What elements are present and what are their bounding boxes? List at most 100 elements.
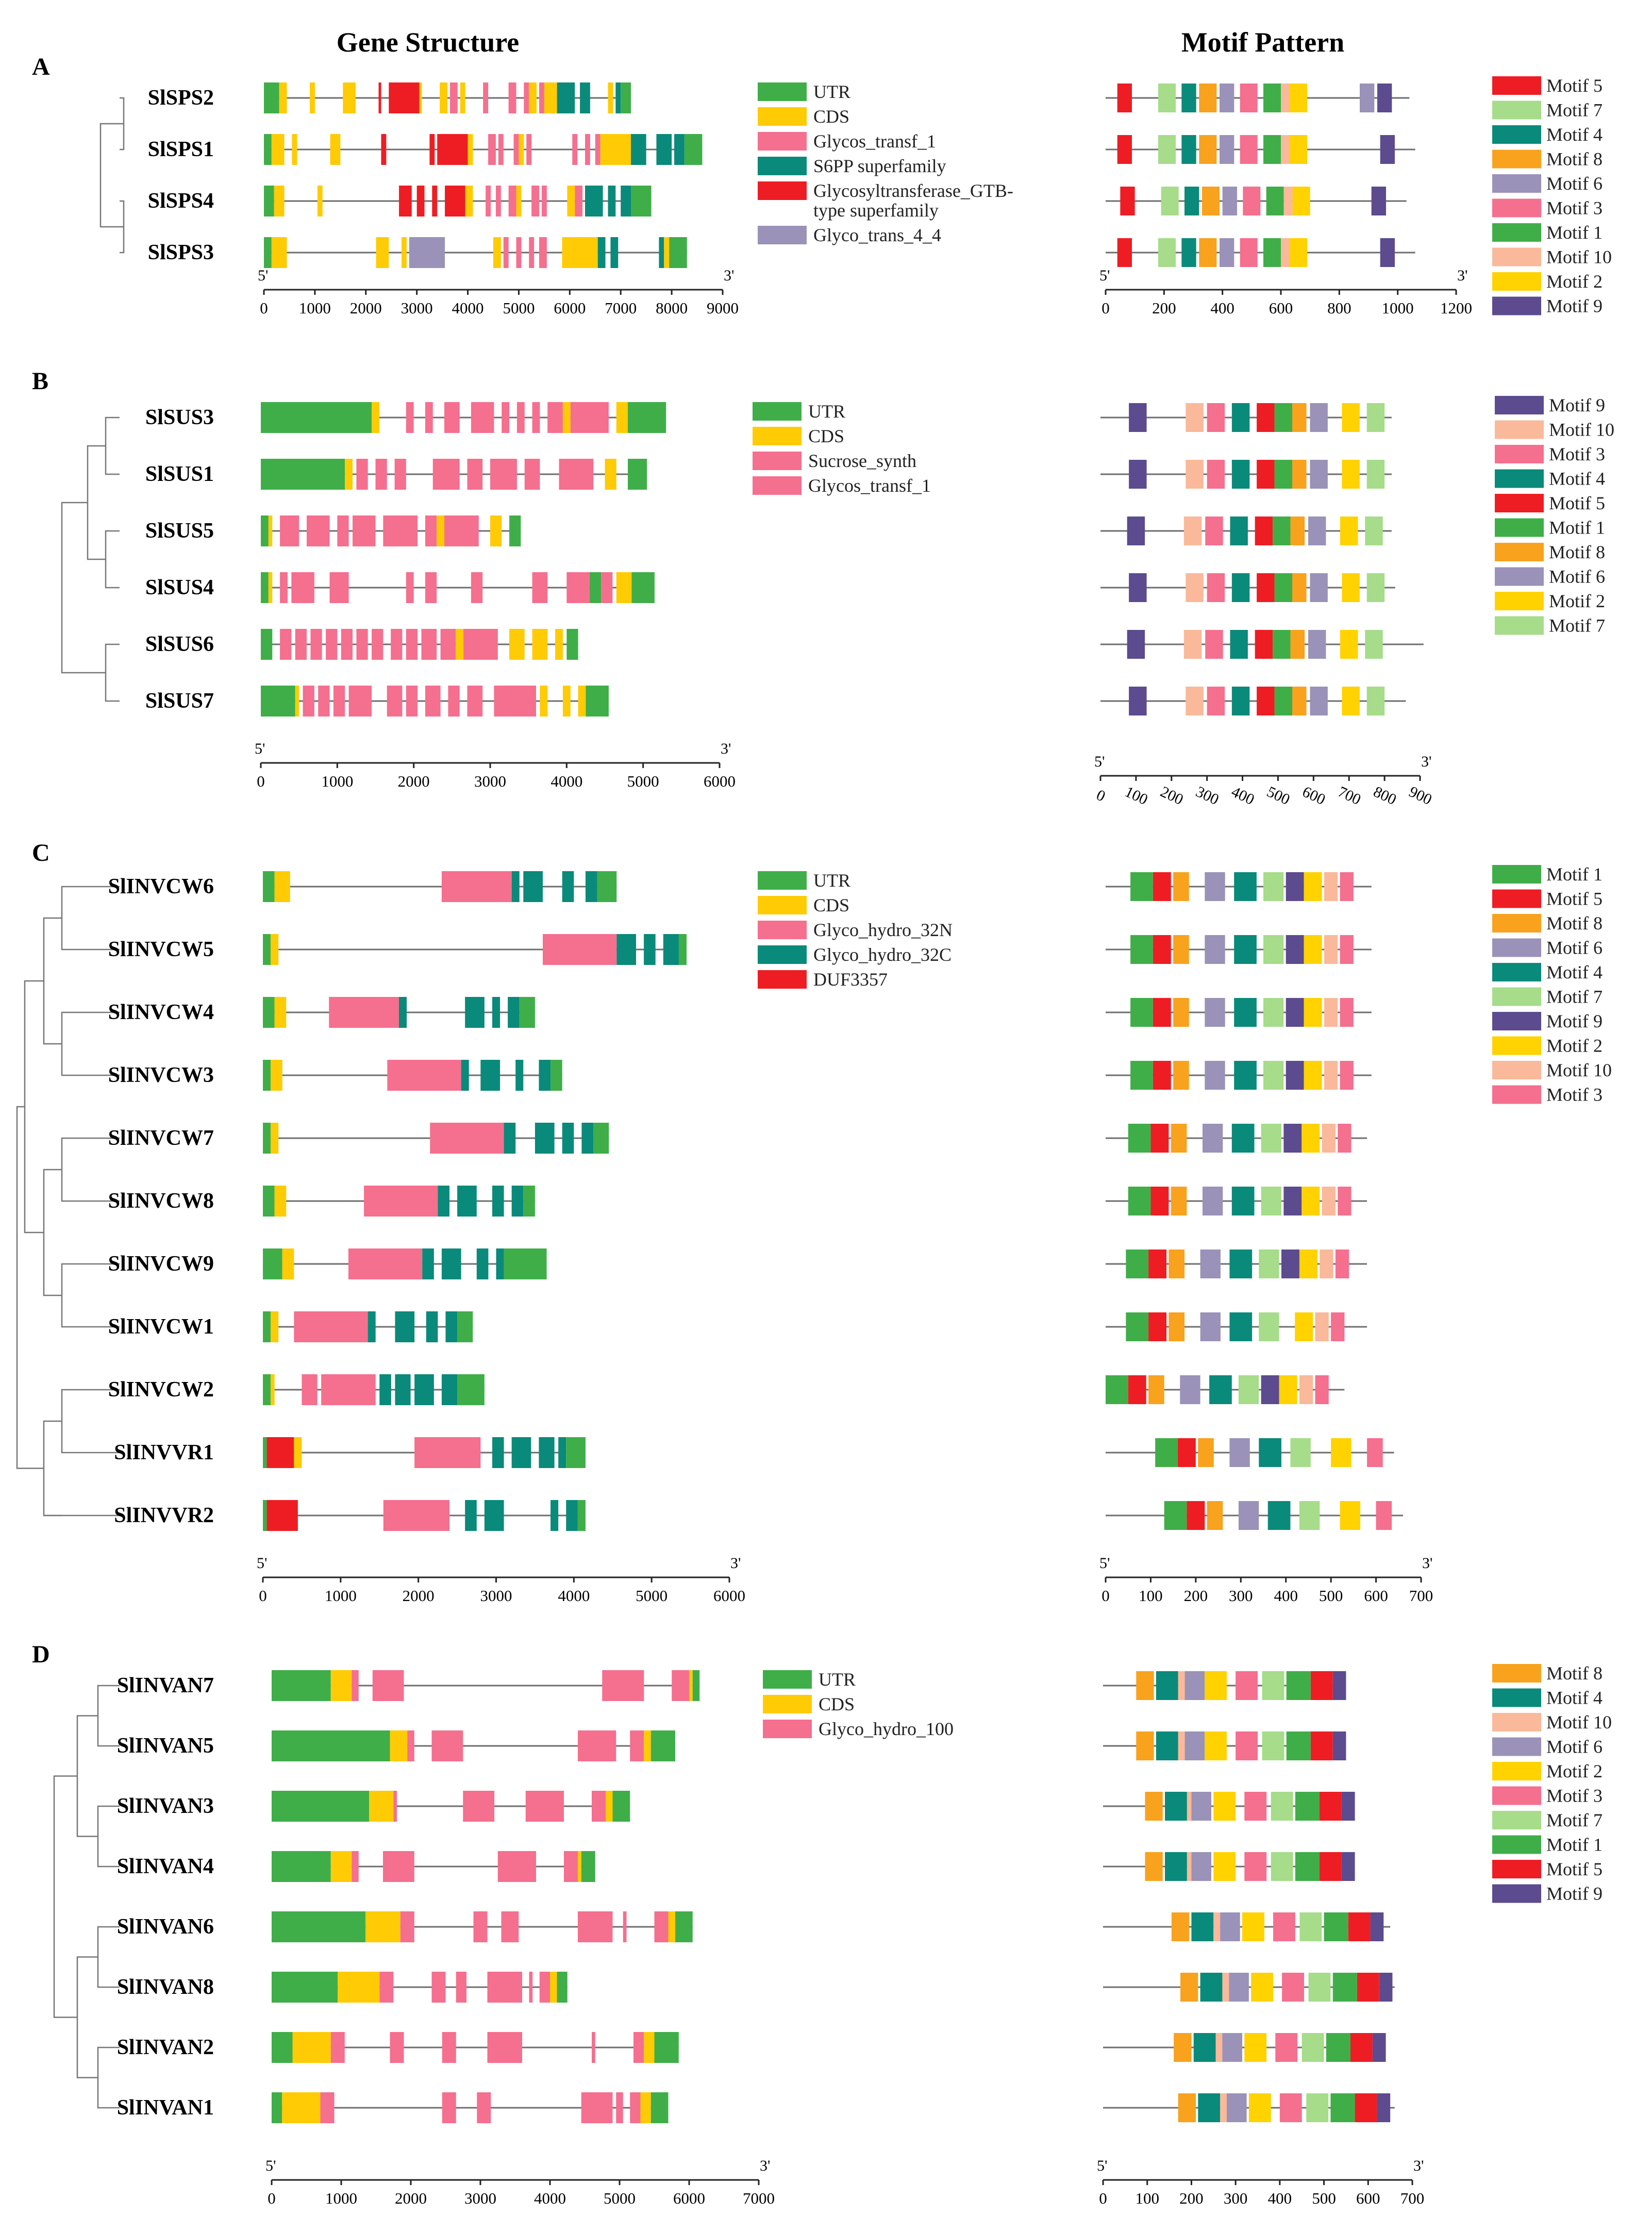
motif-tick-label: 0 <box>1102 1587 1110 1605</box>
gene-feature <box>441 1374 458 1405</box>
gene-name: SlINVCW4 <box>108 1001 214 1024</box>
motif-box <box>1315 1312 1329 1341</box>
motif-legend-swatch <box>1492 1688 1541 1707</box>
motif-box <box>1367 1438 1383 1467</box>
gene-tick-label: 3000 <box>401 299 433 317</box>
motif-tick-label: 200 <box>1158 783 1186 808</box>
motif-box <box>1326 2033 1350 2062</box>
motif-box <box>1180 1375 1200 1404</box>
motif-tick-label: 600 <box>1364 1587 1388 1605</box>
gene-feature <box>689 1670 693 1701</box>
motif-box <box>1332 1973 1357 2002</box>
motif-box <box>1240 238 1258 267</box>
gene-feature <box>650 2092 669 2123</box>
motif-box <box>1229 1438 1250 1467</box>
gene-feature <box>263 1500 267 1531</box>
motif-box <box>1184 1731 1205 1760</box>
gene-feature <box>567 186 575 216</box>
motif-box <box>1330 2093 1355 2122</box>
motif-box <box>1173 1061 1189 1090</box>
motif-box <box>1290 517 1305 545</box>
gene-feature <box>368 1311 376 1342</box>
gene-feature <box>295 686 299 717</box>
gene-feature <box>578 1851 581 1882</box>
gene-feature <box>621 186 631 216</box>
motif-box <box>1376 1501 1392 1530</box>
gene-name: SlSUS7 <box>145 689 214 713</box>
gene-feature <box>495 186 501 216</box>
gene-feature <box>476 1248 489 1279</box>
gene-row: SlINVVR2 <box>114 1500 1404 1531</box>
gene-feature <box>378 82 381 113</box>
motif-box <box>1202 1124 1223 1153</box>
gene-tick-label: 5000 <box>627 772 659 790</box>
gene-feature <box>631 572 655 603</box>
motif-box <box>1186 403 1204 432</box>
gene-feature <box>356 459 368 490</box>
gene-feature <box>644 934 656 965</box>
gene-feature <box>437 515 444 546</box>
motif-legend-label: Motif 3 <box>1549 444 1605 464</box>
motif-box <box>1370 1912 1384 1941</box>
motif-box <box>1365 630 1383 659</box>
gene-feature <box>272 2032 293 2063</box>
domain-legend: UTR CDS Glycos_transf_1 S6PP superfamily Gly… <box>758 81 1013 245</box>
gene-row: SlINVAN1 <box>117 2092 1395 2123</box>
motif-tick-label: 200 <box>1184 1587 1208 1605</box>
gene-feature <box>616 2092 623 2123</box>
motif-box <box>1380 135 1395 164</box>
motif-box <box>1283 1187 1302 1215</box>
gene-feature <box>425 686 441 717</box>
gene-feature <box>523 871 543 902</box>
motif-box <box>1205 998 1225 1027</box>
motif-box <box>1173 998 1189 1027</box>
tree-branch <box>105 417 120 475</box>
gene-feature <box>341 629 353 660</box>
gene-feature <box>271 237 287 268</box>
motif-box <box>1227 2093 1247 2122</box>
gene-row: SlINVCW7 <box>108 1123 1367 1154</box>
motif-tick-label: 500 <box>1312 2189 1336 2207</box>
motif-box <box>1340 630 1358 659</box>
motif-legend-swatch <box>1495 494 1544 512</box>
motif-legend-label: Motif 9 <box>1546 1884 1603 1904</box>
motif-legend-label: Motif 5 <box>1546 75 1603 96</box>
gene-feature <box>317 186 323 216</box>
gene-feature <box>674 134 685 165</box>
gene-feature <box>557 82 575 113</box>
gene-feature <box>400 1911 414 1942</box>
legend-swatch <box>758 226 807 244</box>
motif-box <box>1153 998 1171 1027</box>
gene-feature <box>402 237 407 268</box>
gene-feature <box>592 1791 606 1822</box>
motif-box <box>1366 687 1385 715</box>
tree-branch <box>97 1805 120 1868</box>
motif-box <box>1338 1187 1351 1215</box>
motif-box <box>1342 460 1360 489</box>
gene-axis-5prime: 5' <box>257 1555 267 1572</box>
gene-feature <box>497 1851 536 1882</box>
domain-legend: UTR CDS Sucrose_synth Glycos_transf_1 <box>753 401 931 496</box>
gene-feature <box>263 1311 271 1342</box>
gene-axis-5prime: 5' <box>258 267 268 284</box>
motif-legend-label: Motif 9 <box>1546 1011 1603 1031</box>
motif-box <box>1266 187 1284 215</box>
motif-box <box>1165 1792 1187 1821</box>
legend-label: CDS <box>813 895 849 915</box>
motif-box <box>1340 1501 1360 1530</box>
gene-feature <box>442 2032 456 2063</box>
motif-legend-swatch <box>1492 1085 1541 1104</box>
motif-box <box>1306 2093 1329 2122</box>
motif-box <box>1117 84 1132 112</box>
gene-feature <box>581 1123 594 1154</box>
panel-label: D <box>32 1641 50 1668</box>
motif-box <box>1295 1312 1313 1341</box>
motif-box <box>1290 135 1307 164</box>
motif-box <box>1202 187 1220 215</box>
gene-feature <box>274 1186 287 1217</box>
motif-legend-swatch <box>1495 396 1544 414</box>
gene-tick-label: 1000 <box>325 2189 357 2207</box>
gene-feature <box>465 997 485 1028</box>
gene-feature <box>562 237 570 268</box>
gene-tick-label: 5000 <box>604 2189 636 2207</box>
